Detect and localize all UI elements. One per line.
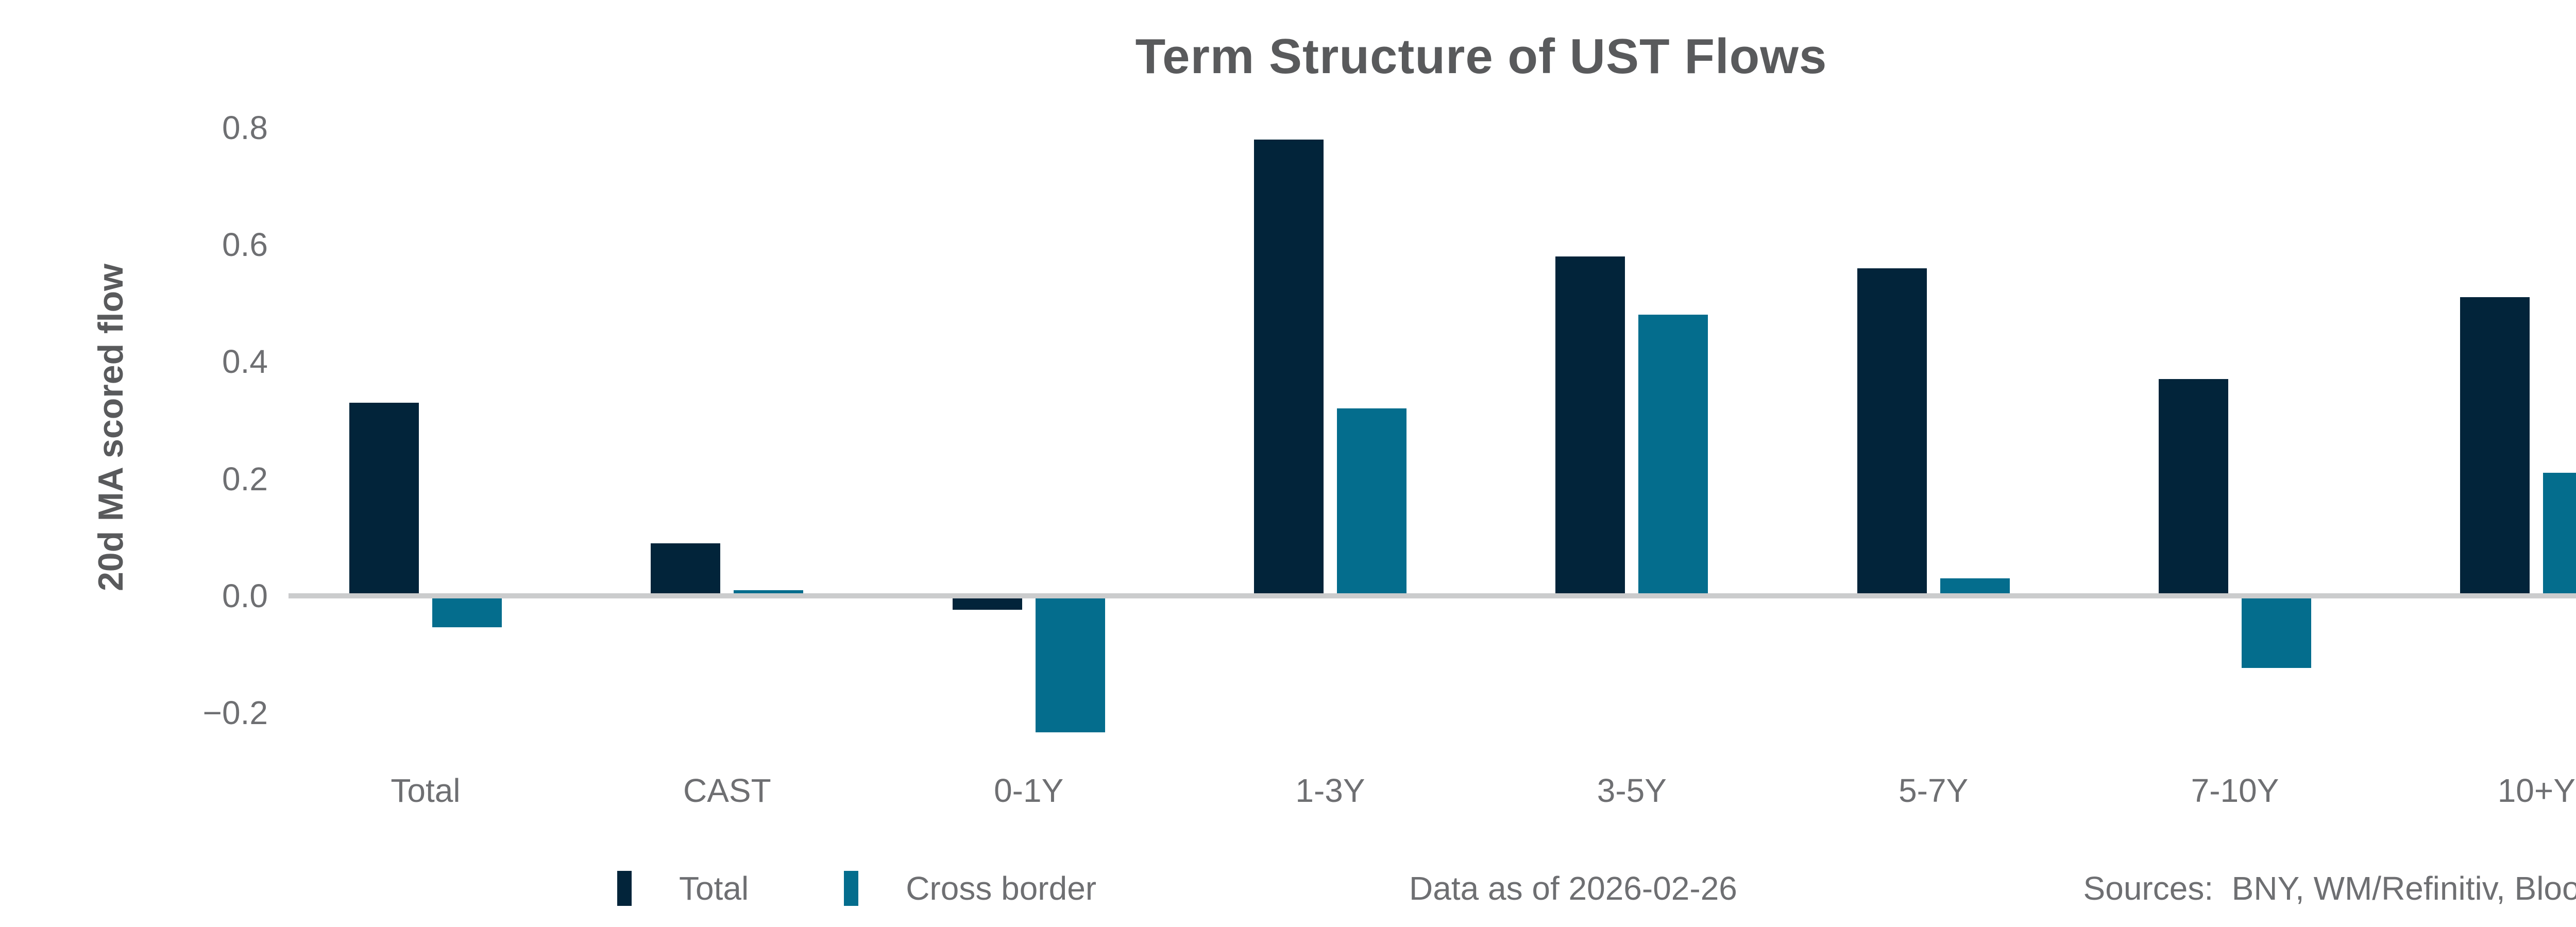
bar-cross-border-10+y bbox=[2543, 473, 2576, 596]
x-label-10+y: 10+Y bbox=[2497, 772, 2575, 809]
bar-cross-border-5-7y bbox=[1940, 578, 2010, 596]
x-label-cast: CAST bbox=[683, 772, 771, 809]
x-label-5-7y: 5-7Y bbox=[1899, 772, 1969, 809]
y-tick-0.6: 0.6 bbox=[222, 226, 268, 264]
x-label-1-3y: 1-3Y bbox=[1295, 772, 1365, 809]
x-label-total: Total bbox=[391, 772, 461, 809]
y-tick-0.0: 0.0 bbox=[222, 577, 268, 614]
sources-label: Sources: BNY, WM/Refinitiv, Bloomberg bbox=[2083, 870, 2576, 907]
bar-cross-border-cast bbox=[734, 590, 804, 596]
bar-total-3-5y bbox=[1555, 256, 1625, 596]
bar-cross-border-total bbox=[432, 598, 502, 627]
bar-cross-border-7-10y bbox=[2241, 598, 2311, 668]
legend-label: Cross border bbox=[906, 870, 1097, 907]
bar-cross-border-3-5y bbox=[1638, 315, 1708, 596]
y-tick-0.8: 0.8 bbox=[222, 109, 268, 146]
y-tick-−0.2: −0.2 bbox=[202, 694, 268, 732]
legend-item-total: Total bbox=[617, 866, 749, 911]
bar-total-7-10y bbox=[2158, 379, 2228, 596]
legend-label: Total bbox=[679, 870, 749, 907]
y-tick-0.2: 0.2 bbox=[222, 460, 268, 497]
legend-item-cross-border: Cross border bbox=[844, 866, 1096, 911]
zero-baseline bbox=[289, 593, 2576, 598]
bar-total-0-1y bbox=[952, 598, 1022, 610]
bar-cross-border-0-1y bbox=[1035, 598, 1105, 733]
x-label-3-5y: 3-5Y bbox=[1597, 772, 1667, 809]
legend-swatch-cross-border bbox=[844, 871, 859, 906]
bar-total-10+y bbox=[2460, 297, 2530, 596]
data-as-of-label: Data as of 2026-02-26 bbox=[1409, 870, 1737, 907]
bar-total-1-3y bbox=[1253, 139, 1324, 596]
bar-total-cast bbox=[651, 543, 721, 596]
plot-area bbox=[273, 93, 2576, 762]
y-tick-0.4: 0.4 bbox=[222, 343, 268, 381]
legend-swatch-total bbox=[617, 871, 632, 906]
bar-total-total bbox=[349, 402, 419, 596]
chart-title: Term Structure of UST Flows bbox=[1135, 29, 1827, 84]
bar-cross-border-1-3y bbox=[1336, 408, 1406, 596]
legend: Total Cross border bbox=[617, 866, 1096, 911]
x-label-7-10y: 7-10Y bbox=[2191, 772, 2279, 809]
x-label-0-1y: 0-1Y bbox=[994, 772, 1064, 809]
bar-total-5-7y bbox=[1857, 268, 1927, 596]
